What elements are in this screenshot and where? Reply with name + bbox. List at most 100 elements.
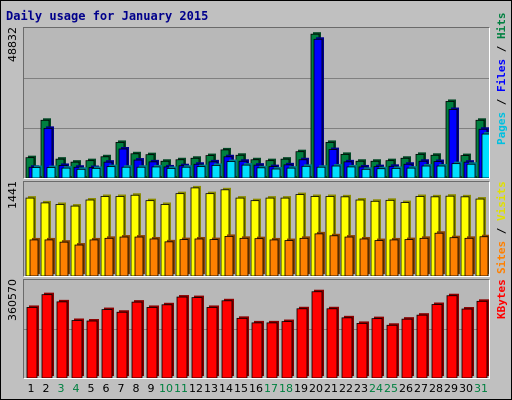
day-label-9: 9 [147, 382, 155, 395]
day-label-20: 20 [309, 382, 323, 395]
bar-pages-day-25 [391, 166, 402, 178]
bar-pages-day-5 [91, 166, 102, 178]
bar-files-day-7 [118, 146, 129, 178]
bar-kbytes-day-7 [116, 310, 129, 378]
day-label-23: 23 [354, 382, 368, 395]
bar-sites-day-4 [74, 243, 85, 276]
day-label-11: 11 [174, 382, 188, 395]
bar-pages-day-12 [196, 164, 207, 178]
legend-separator: / [495, 220, 508, 241]
y-axis-max-visits-label: 1441 [6, 181, 19, 209]
kbytes-plot [24, 289, 489, 378]
legend-separator: / [495, 92, 508, 112]
bar-kbytes-day-24 [371, 316, 384, 378]
bar-sites-day-6 [104, 236, 115, 276]
bar-sites-day-28 [434, 231, 445, 276]
bar-kbytes-day-10 [161, 302, 174, 378]
day-label-13: 13 [204, 382, 218, 395]
bar-sites-day-10 [164, 239, 175, 276]
bar-pages-day-17 [271, 167, 282, 178]
visits-sites-plot [25, 185, 489, 276]
hits-files-pages-plot [24, 32, 489, 178]
bar-kbytes-day-25 [386, 323, 399, 378]
bar-pages-day-10 [166, 166, 177, 178]
bar-pages-day-3 [61, 166, 72, 178]
bar-sites-day-11 [179, 237, 190, 276]
legend-separator: / [495, 39, 508, 59]
y-axis-max-kbytes-label: 360570 [6, 279, 19, 321]
legend-pages: Pages [495, 111, 508, 145]
legend-sites: Sites [495, 240, 508, 274]
bar-files-day-21 [328, 147, 339, 178]
legend-kbytes: KBytes [495, 279, 508, 379]
bar-pages-day-6 [106, 164, 117, 178]
bar-sites-day-9 [149, 236, 160, 276]
bar-kbytes-day-15 [236, 316, 249, 378]
day-label-22: 22 [339, 382, 353, 395]
day-label-29: 29 [444, 382, 458, 395]
bar-kbytes-day-5 [86, 319, 99, 378]
bar-pages-day-20 [316, 165, 327, 178]
bar-sites-day-22 [344, 235, 355, 276]
legend-hits: Hits [495, 12, 508, 40]
bar-pages-day-26 [406, 166, 417, 178]
y-axis-max-hits-label: 48832 [6, 27, 19, 62]
day-label-17: 17 [264, 382, 278, 395]
bar-kbytes-day-17 [266, 320, 279, 378]
bar-pages-day-23 [361, 167, 372, 178]
bar-sites-day-15 [239, 236, 250, 276]
day-label-2: 2 [42, 382, 50, 395]
bar-visits-day-14 [220, 187, 231, 276]
day-label-30: 30 [459, 382, 473, 395]
bar-kbytes-day-18 [281, 319, 294, 378]
day-label-18: 18 [279, 382, 293, 395]
day-label-14: 14 [219, 382, 233, 395]
bar-kbytes-day-27 [416, 313, 429, 378]
bar-pages-day-22 [346, 164, 357, 178]
bar-kbytes-day-11 [176, 295, 189, 378]
bar-sites-day-13 [209, 237, 220, 276]
bar-sites-day-29 [449, 235, 460, 276]
legend-pages-files-hits: Pages / Files / Hits [495, 13, 508, 146]
bar-pages-day-2 [46, 165, 57, 178]
bar-sites-day-14 [224, 234, 235, 276]
day-label-21: 21 [324, 382, 338, 395]
bar-pages-day-28 [436, 164, 447, 178]
bar-kbytes-day-9 [146, 305, 159, 378]
bar-files-day-29 [448, 107, 459, 178]
bar-kbytes-day-2 [41, 292, 54, 378]
bar-kbytes-day-23 [356, 321, 369, 378]
bar-kbytes-day-20 [311, 289, 324, 378]
legend-sites-visits: Sites / Visits [495, 181, 508, 277]
bar-pages-day-7 [121, 165, 132, 178]
bar-sites-day-3 [59, 240, 70, 276]
bar-sites-day-16 [254, 236, 265, 276]
day-label-27: 27 [414, 382, 428, 395]
bar-sites-day-12 [194, 236, 205, 276]
hits-files-pages-panel [23, 27, 490, 179]
bar-kbytes-day-14 [221, 298, 234, 378]
bar-kbytes-day-26 [401, 317, 414, 378]
bar-pages-day-21 [331, 164, 342, 178]
bar-kbytes-day-3 [56, 299, 69, 378]
bar-sites-day-26 [404, 237, 415, 276]
bar-pages-day-19 [301, 164, 312, 178]
bar-kbytes-day-31 [476, 299, 489, 378]
day-label-8: 8 [132, 382, 140, 395]
bar-sites-day-25 [389, 237, 400, 276]
bar-sites-day-27 [419, 236, 430, 276]
bar-sites-day-1 [29, 237, 40, 276]
bar-sites-day-21 [329, 233, 340, 276]
bar-pages-day-27 [421, 164, 432, 178]
bar-sites-day-30 [464, 236, 475, 276]
bar-kbytes-day-21 [326, 306, 339, 378]
bar-sites-day-19 [299, 236, 310, 276]
chart-title: Daily usage for January 2015 [6, 9, 209, 23]
bar-kbytes-day-4 [71, 318, 84, 378]
day-label-25: 25 [384, 382, 398, 395]
day-label-10: 10 [159, 382, 173, 395]
bar-pages-day-18 [286, 166, 297, 178]
day-label-4: 4 [72, 382, 80, 395]
bar-pages-day-15 [241, 163, 252, 178]
